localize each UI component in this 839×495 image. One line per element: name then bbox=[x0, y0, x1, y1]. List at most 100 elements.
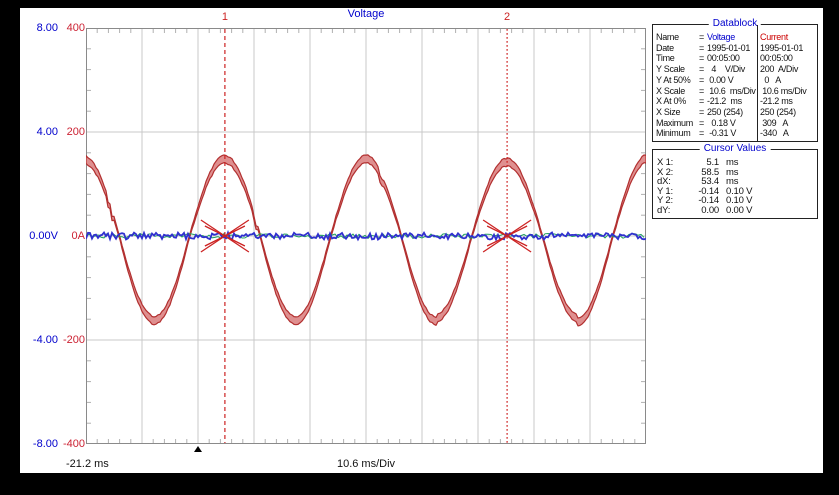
row-label: Y At 50% bbox=[656, 74, 691, 85]
y-tick-current: 400 bbox=[66, 22, 85, 34]
y-tick-voltage: -8.00 bbox=[32, 438, 58, 450]
chart-title: Voltage bbox=[347, 8, 385, 20]
datablock-row: X Size = 250 (254) 250 (254) bbox=[656, 107, 816, 118]
plot-area[interactable] bbox=[85, 28, 647, 444]
row-voltage-value: Voltage bbox=[707, 32, 735, 42]
row-voltage-value: 1995-01-01 bbox=[707, 42, 751, 53]
row-equals: = bbox=[699, 42, 704, 53]
datablock-row: Y Scale = 4 V/Div 200 A/Div bbox=[656, 64, 816, 75]
row-value-1: 0.00 bbox=[701, 204, 719, 216]
cursor-values-title: Cursor Values bbox=[699, 143, 771, 154]
row-voltage-value: 00:05:00 bbox=[707, 53, 740, 64]
cursor-values-row: dX: 53.4 ms bbox=[657, 177, 815, 187]
row-voltage-value: 10.6 ms/Div bbox=[707, 85, 756, 96]
row-label: X 2: bbox=[657, 166, 674, 178]
row-voltage-value: -0.31 V bbox=[707, 128, 737, 139]
row-value-2: 0.10 V bbox=[726, 195, 753, 207]
row-current-value: Current bbox=[760, 32, 788, 42]
x-axis-start-label: -21.2 ms bbox=[66, 458, 109, 470]
row-current-value: 200 A/Div bbox=[760, 64, 799, 75]
row-label: X At 0% bbox=[656, 96, 686, 107]
cursor-x-marker-1[interactable] bbox=[204, 225, 246, 247]
row-label: X Scale bbox=[656, 85, 685, 96]
row-equals: = bbox=[699, 117, 704, 128]
datablock-row: Minimum = -0.31 V -340 A bbox=[656, 128, 816, 139]
y-tick-voltage: 0.00V bbox=[29, 230, 58, 242]
row-equals: = bbox=[699, 96, 704, 107]
row-equals: = bbox=[699, 32, 704, 42]
row-current-value: 00:05:00 bbox=[760, 53, 793, 64]
row-label: X Size bbox=[656, 106, 681, 117]
cursor-values-row: X 2: 58.5 ms bbox=[657, 166, 815, 178]
datablock-title: Datablock bbox=[708, 18, 762, 29]
datablock-column-divider bbox=[757, 25, 758, 141]
row-value-1: -0.14 bbox=[698, 185, 719, 197]
row-current-value: 0 A bbox=[760, 74, 781, 85]
row-voltage-value: 0.18 V bbox=[707, 117, 736, 128]
row-voltage-value: 250 (254) bbox=[707, 106, 743, 117]
row-voltage-value: 4 V/Div bbox=[707, 64, 745, 75]
datablock-row: Time = 00:05:00 00:05:00 bbox=[656, 53, 816, 64]
row-equals: = bbox=[699, 74, 704, 85]
datablock-row: Date = 1995-01-01 1995-01-01 bbox=[656, 43, 816, 54]
row-value-1: 58.5 bbox=[701, 166, 719, 178]
row-voltage-value: 0.00 V bbox=[707, 74, 734, 85]
row-equals: = bbox=[699, 128, 704, 139]
row-value-1: 53.4 bbox=[701, 176, 719, 188]
row-current-value: 10.6 ms/Div bbox=[760, 85, 807, 96]
cursor-values-panel: Cursor Values X 1: 5.1 ms X 2: 58.5 ms dX: 53.4… bbox=[652, 143, 818, 219]
datablock-row: Name = Voltage Current bbox=[656, 32, 816, 43]
cursor-values-rows: X 1: 5.1 ms X 2: 58.5 ms dX: 53.4 ms Y 1: -0.14 0.1… bbox=[657, 158, 815, 216]
cursor-values-row: dY: 0.00 0.00 V bbox=[657, 206, 815, 216]
datablock-rows: Name = Voltage Current Date = 1995-01-01 1995-0… bbox=[656, 32, 816, 139]
row-value-1: -0.14 bbox=[698, 195, 719, 207]
row-current-value: -21.2 ms bbox=[760, 96, 793, 107]
cursor-x-marker-2[interactable] bbox=[486, 225, 528, 247]
row-value-2: ms bbox=[726, 176, 739, 188]
row-label: dX: bbox=[657, 176, 671, 188]
row-label: Name bbox=[656, 32, 679, 42]
cursor-values-row: Y 2: -0.14 0.10 V bbox=[657, 196, 815, 206]
row-value-1: 5.1 bbox=[706, 157, 719, 168]
y-tick-current: 0A bbox=[71, 230, 85, 242]
row-label: X 1: bbox=[657, 157, 674, 168]
row-value-2: ms bbox=[726, 166, 739, 178]
datablock-row: Maximum = 0.18 V 309 A bbox=[656, 118, 816, 129]
row-voltage-value: -21.2 ms bbox=[707, 96, 742, 107]
row-current-value: 309 A bbox=[760, 117, 789, 128]
row-label: Y Scale bbox=[656, 64, 685, 75]
cursor-values-row: Y 1: -0.14 0.10 V bbox=[657, 187, 815, 197]
row-label: Time bbox=[656, 53, 675, 64]
datablock-panel: Datablock Name = Voltage Current Date = 1995-0… bbox=[652, 18, 818, 142]
row-value-2: ms bbox=[726, 157, 739, 168]
row-label: Y 2: bbox=[657, 195, 673, 207]
y-tick-current: -400 bbox=[62, 438, 85, 450]
row-label: dY: bbox=[657, 204, 671, 216]
row-equals: = bbox=[699, 64, 704, 75]
row-equals: = bbox=[699, 85, 704, 96]
y-tick-current: 200 bbox=[66, 126, 85, 138]
row-current-value: 250 (254) bbox=[760, 106, 796, 117]
row-label: Y 1: bbox=[657, 185, 673, 197]
y-tick-voltage: -4.00 bbox=[32, 334, 58, 346]
datablock-row: X At 0% = -21.2 ms -21.2 ms bbox=[656, 96, 816, 107]
row-label: Minimum bbox=[656, 128, 691, 139]
row-label: Maximum bbox=[656, 117, 693, 128]
y-tick-current: -200 bbox=[62, 334, 85, 346]
row-current-value: -340 A bbox=[760, 128, 789, 139]
waveform-plot bbox=[85, 28, 647, 444]
y-tick-voltage: 8.00 bbox=[36, 22, 58, 34]
row-current-value: 1995-01-01 bbox=[760, 42, 804, 53]
trigger-time-marker[interactable] bbox=[194, 446, 202, 452]
row-value-2: 0.10 V bbox=[726, 185, 753, 197]
y-tick-voltage: 4.00 bbox=[36, 126, 58, 138]
row-equals: = bbox=[699, 106, 704, 117]
datablock-row: Y At 50% = 0.00 V 0 A bbox=[656, 75, 816, 86]
x-axis-scale-label: 10.6 ms/Div bbox=[336, 458, 396, 470]
cursor-label-1[interactable]: 1 bbox=[221, 11, 228, 23]
row-equals: = bbox=[699, 53, 704, 64]
row-label: Date bbox=[656, 42, 674, 53]
cursor-label-2[interactable]: 2 bbox=[503, 11, 511, 23]
cursor-values-row: X 1: 5.1 ms bbox=[657, 158, 815, 168]
